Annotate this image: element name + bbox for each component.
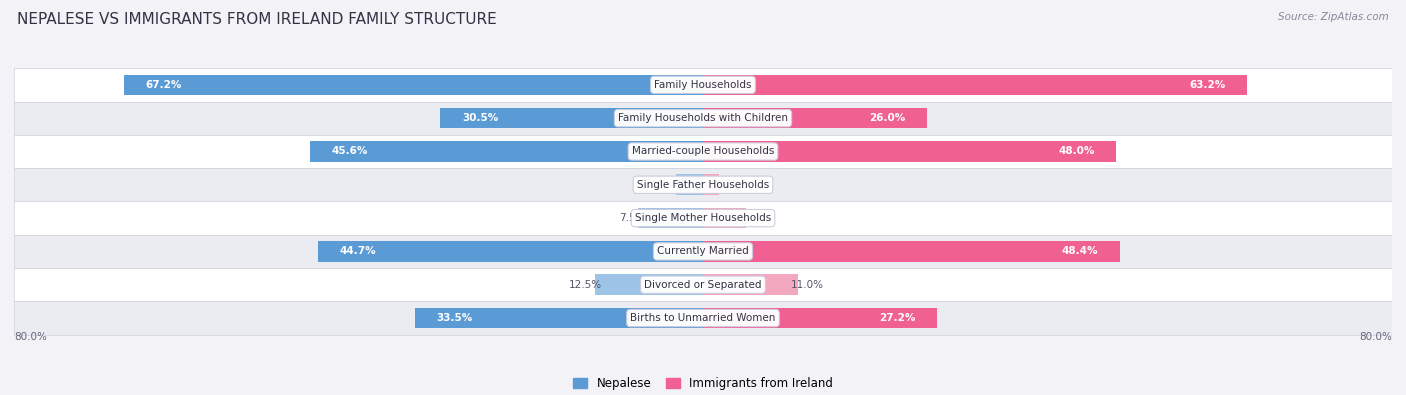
Bar xyxy=(703,308,938,328)
Text: 5.0%: 5.0% xyxy=(740,213,765,223)
Bar xyxy=(318,241,703,262)
Bar xyxy=(14,68,1392,102)
Bar xyxy=(14,102,1392,135)
Text: 48.0%: 48.0% xyxy=(1059,147,1095,156)
Bar xyxy=(14,268,1392,301)
Text: 7.5%: 7.5% xyxy=(619,213,645,223)
Bar xyxy=(415,308,703,328)
Text: Births to Unmarried Women: Births to Unmarried Women xyxy=(630,313,776,323)
Text: 27.2%: 27.2% xyxy=(879,313,915,323)
Bar xyxy=(440,108,703,128)
Bar xyxy=(703,208,747,228)
Text: 44.7%: 44.7% xyxy=(340,246,377,256)
Text: 63.2%: 63.2% xyxy=(1189,80,1226,90)
Bar xyxy=(703,175,718,195)
Text: 11.0%: 11.0% xyxy=(790,280,824,290)
Text: Family Households: Family Households xyxy=(654,80,752,90)
Bar xyxy=(703,108,927,128)
Text: 80.0%: 80.0% xyxy=(1360,332,1392,342)
Text: 33.5%: 33.5% xyxy=(436,313,472,323)
Text: Currently Married: Currently Married xyxy=(657,246,749,256)
Bar xyxy=(14,201,1392,235)
Bar xyxy=(703,241,1119,262)
Text: Single Mother Households: Single Mother Households xyxy=(636,213,770,223)
Bar xyxy=(14,301,1392,335)
Text: 26.0%: 26.0% xyxy=(869,113,905,123)
Bar xyxy=(14,168,1392,201)
Legend: Nepalese, Immigrants from Ireland: Nepalese, Immigrants from Ireland xyxy=(568,372,838,395)
Text: 12.5%: 12.5% xyxy=(569,280,602,290)
Text: 30.5%: 30.5% xyxy=(461,113,498,123)
Text: 3.1%: 3.1% xyxy=(657,180,683,190)
Bar xyxy=(14,235,1392,268)
Bar xyxy=(311,141,703,162)
Text: 67.2%: 67.2% xyxy=(146,80,183,90)
Bar xyxy=(124,75,703,95)
Bar xyxy=(703,275,797,295)
Text: 80.0%: 80.0% xyxy=(14,332,46,342)
Bar xyxy=(595,275,703,295)
Text: Married-couple Households: Married-couple Households xyxy=(631,147,775,156)
Bar xyxy=(703,141,1116,162)
Text: 48.4%: 48.4% xyxy=(1062,246,1098,256)
Text: Divorced or Separated: Divorced or Separated xyxy=(644,280,762,290)
Bar xyxy=(703,75,1247,95)
Text: Single Father Households: Single Father Households xyxy=(637,180,769,190)
Bar xyxy=(676,175,703,195)
Bar xyxy=(14,135,1392,168)
Text: NEPALESE VS IMMIGRANTS FROM IRELAND FAMILY STRUCTURE: NEPALESE VS IMMIGRANTS FROM IRELAND FAMI… xyxy=(17,12,496,27)
Bar xyxy=(638,208,703,228)
Text: 45.6%: 45.6% xyxy=(332,147,368,156)
Text: Family Households with Children: Family Households with Children xyxy=(619,113,787,123)
Text: Source: ZipAtlas.com: Source: ZipAtlas.com xyxy=(1278,12,1389,22)
Text: 1.8%: 1.8% xyxy=(711,180,738,190)
